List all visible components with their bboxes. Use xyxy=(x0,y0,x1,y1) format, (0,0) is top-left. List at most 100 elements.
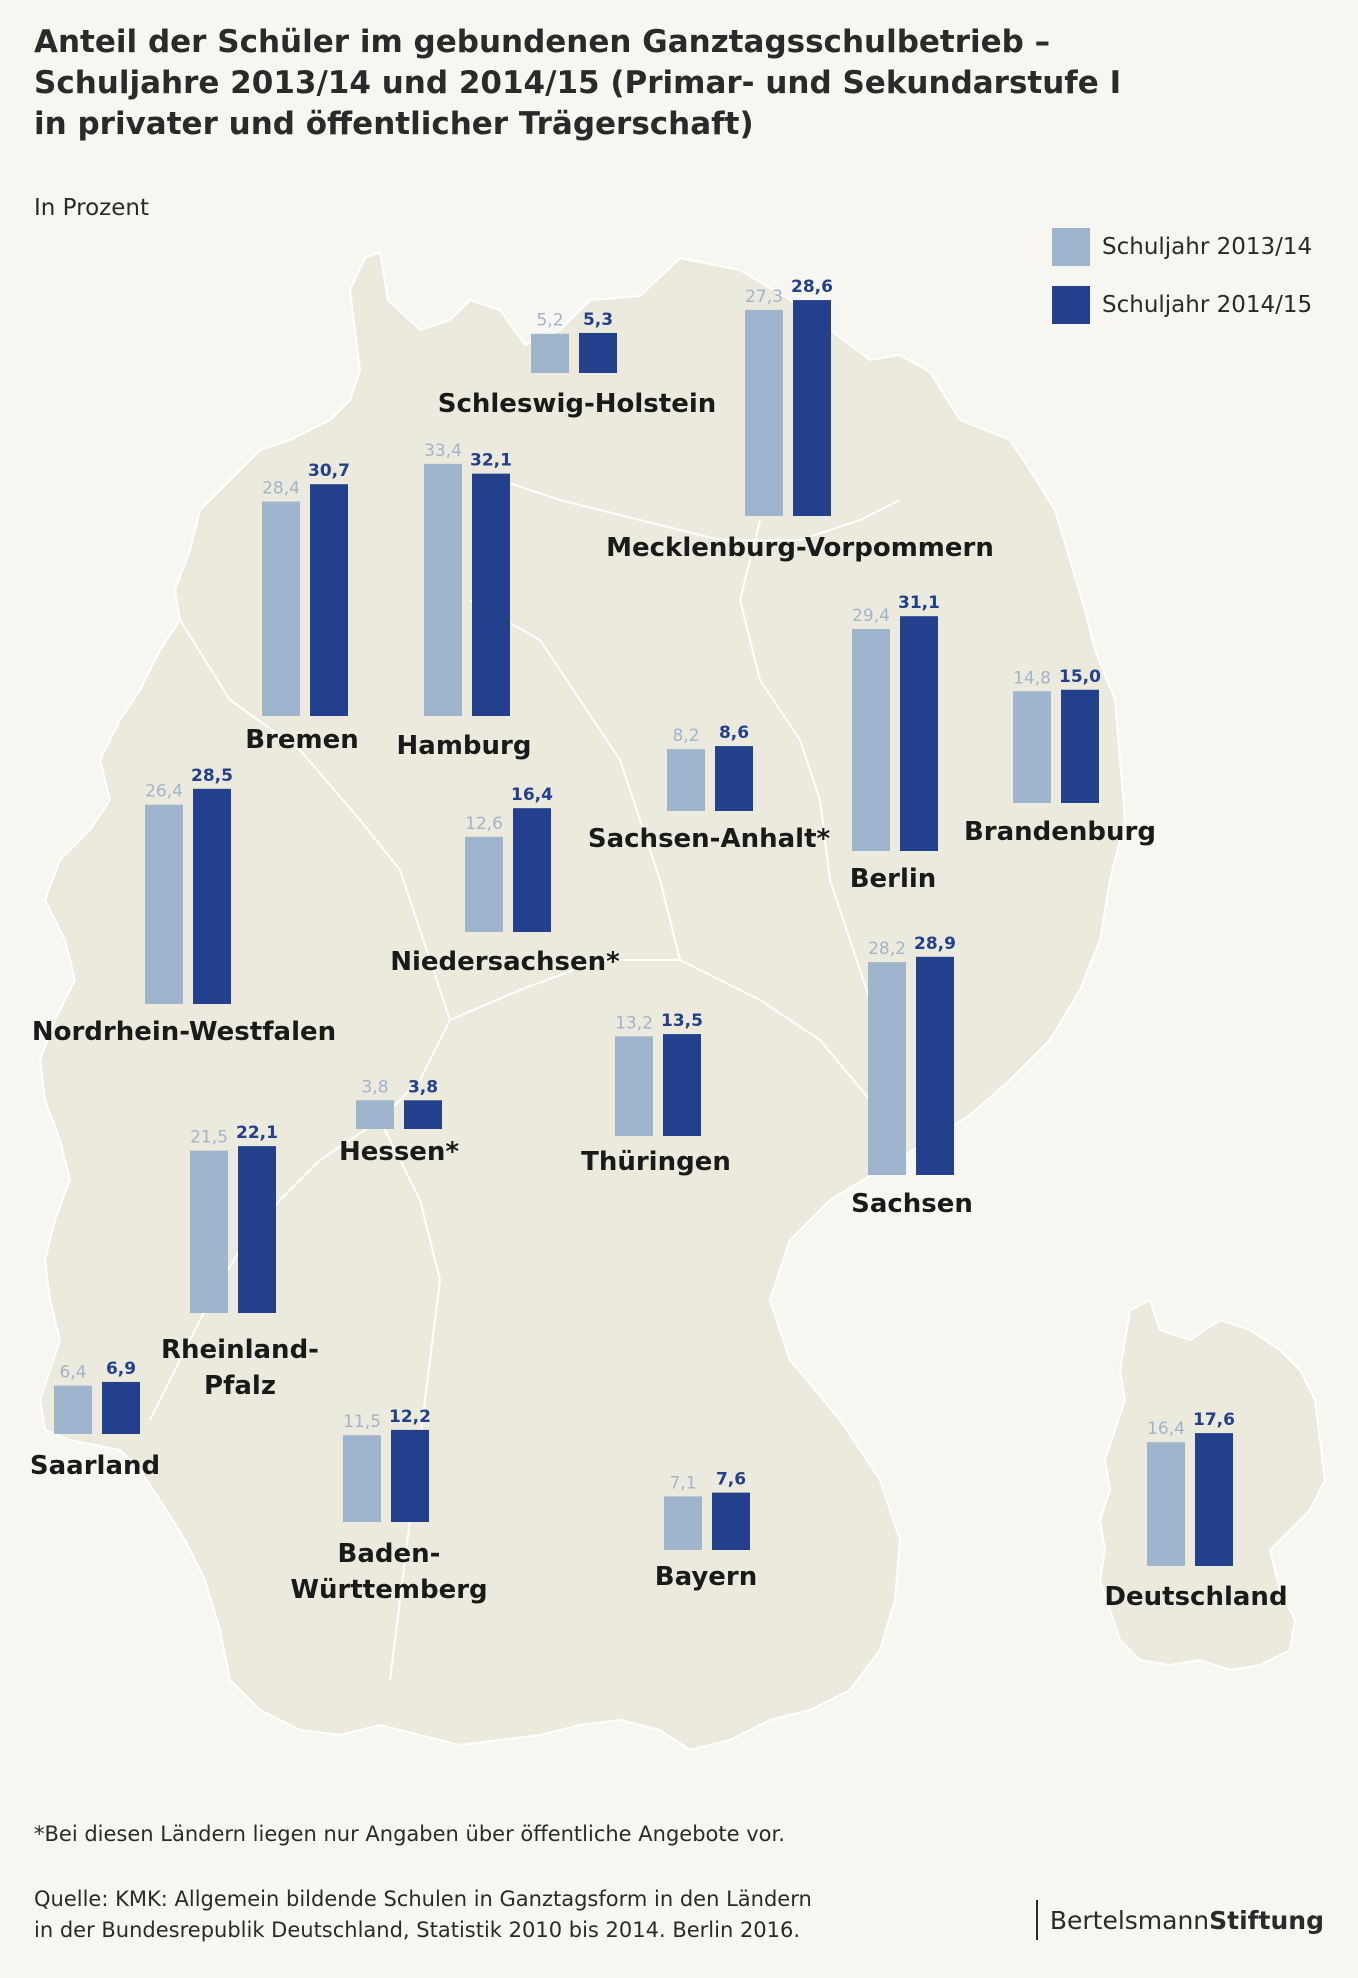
value-label-sachsen-2013: 28,2 xyxy=(868,939,906,959)
region-label-berlin: Berlin xyxy=(850,864,937,894)
value-label-thueringen-2013: 13,2 xyxy=(615,1013,653,1033)
bar-group-baden-wuerttemberg: 11,5 12,2 Baden- Württemberg xyxy=(290,1407,487,1605)
bar-group-sachsen: 28,2 28,9 Sachsen xyxy=(851,934,973,1219)
bar-hamburg-2013 xyxy=(424,463,462,716)
state-border-nord xyxy=(499,479,901,541)
value-label-bayern-2013: 7,1 xyxy=(669,1473,696,1493)
bar-mecklenburg-vorpommern-2014 xyxy=(793,300,831,516)
legend-label-2014: Schuljahr 2014/15 xyxy=(1102,292,1313,318)
title-line-2: Schuljahre 2013/14 und 2014/15 (Primar- … xyxy=(34,65,1122,101)
bar-nordrhein-westfalen-2014 xyxy=(193,788,231,1004)
bar-deutschland-2014 xyxy=(1195,1433,1233,1566)
title-line-3: in privater und öffentlicher Trägerschaf… xyxy=(34,106,754,142)
source-line-2: in der Bundesrepublik Deutschland, Stati… xyxy=(34,1918,801,1942)
value-label-thueringen-2014: 13,5 xyxy=(661,1011,703,1031)
bar-nordrhein-westfalen-2013 xyxy=(145,804,183,1004)
bar-group-hamburg: 33,4 32,1 Hamburg xyxy=(397,441,532,761)
bar-schleswig-holstein-2014 xyxy=(579,332,617,373)
bar-group-berlin: 29,4 31,1 Berlin xyxy=(850,593,940,894)
bar-sachsen-2014 xyxy=(916,956,954,1175)
bar-group-bayern: 7,1 7,6 Bayern xyxy=(655,1470,757,1592)
region-label-baden-wuerttemberg-line-1: Baden- xyxy=(338,1539,441,1569)
source-note: Quelle: KMK: Allgemein bildende Schulen … xyxy=(34,1884,812,1946)
value-label-hamburg-2014: 32,1 xyxy=(470,451,512,471)
region-label-sachsen: Sachsen xyxy=(851,1189,973,1219)
value-label-schleswig-holstein-2014: 5,3 xyxy=(583,310,613,330)
bar-berlin-2013 xyxy=(852,629,890,851)
value-label-bayern-2014: 7,6 xyxy=(716,1470,746,1490)
bar-sachsen-anhalt-2014 xyxy=(715,746,753,811)
value-label-sachsen-2014: 28,9 xyxy=(914,934,956,954)
footnote: *Bei diesen Ländern liegen nur Angaben ü… xyxy=(34,1822,785,1846)
bar-hamburg-2014 xyxy=(472,473,510,716)
region-label-deutschland: Deutschland xyxy=(1104,1582,1287,1612)
bar-baden-wuerttemberg-2013 xyxy=(343,1435,381,1522)
region-label-bremen: Bremen xyxy=(245,725,359,755)
bar-sachsen-anhalt-2013 xyxy=(667,749,705,811)
value-label-schleswig-holstein-2013: 5,2 xyxy=(536,311,563,331)
bar-hessen-2014 xyxy=(404,1100,442,1129)
bar-group-niedersachsen: 12,6 16,4 Niedersachsen* xyxy=(390,785,620,977)
value-label-berlin-2013: 29,4 xyxy=(852,606,890,626)
value-label-bremen-2013: 28,4 xyxy=(262,479,300,499)
region-label-brandenburg: Brandenburg xyxy=(964,817,1156,847)
title-line-1: Anteil der Schüler im gebundenen Ganztag… xyxy=(34,24,1051,60)
brand-logo-part2: Stiftung xyxy=(1209,1905,1324,1935)
bar-niedersachsen-2014 xyxy=(513,808,551,932)
region-label-baden-wuerttemberg-line-2: Württemberg xyxy=(290,1575,487,1605)
bar-group-thueringen: 13,2 13,5 Thüringen xyxy=(581,1011,731,1177)
value-label-hamburg-2013: 33,4 xyxy=(424,441,462,461)
value-label-rheinland-pfalz-2013: 21,5 xyxy=(190,1128,228,1148)
region-label-saarland: Saarland xyxy=(30,1451,160,1481)
region-label-sachsen-anhalt: Sachsen-Anhalt* xyxy=(588,824,831,854)
bar-rheinland-pfalz-2013 xyxy=(190,1150,228,1313)
brand-logo-part1: Bertelsmann xyxy=(1049,1905,1210,1935)
bar-baden-wuerttemberg-2014 xyxy=(391,1429,429,1522)
value-label-mecklenburg-vorpommern-2013: 27,3 xyxy=(745,287,783,307)
bar-saarland-2014 xyxy=(102,1381,140,1434)
bar-bremen-2013 xyxy=(262,501,300,716)
state-border-ost xyxy=(738,519,871,1001)
value-label-sachsen-anhalt-2014: 8,6 xyxy=(719,723,749,743)
value-label-nordrhein-westfalen-2013: 26,4 xyxy=(145,782,183,802)
bar-thueringen-2014 xyxy=(663,1034,701,1136)
bar-group-brandenburg: 14,8 15,0 Brandenburg xyxy=(964,667,1156,847)
value-label-niedersachsen-2013: 12,6 xyxy=(465,814,503,834)
bar-group-bremen: 28,4 30,7 Bremen xyxy=(245,461,359,755)
value-label-baden-wuerttemberg-2013: 11,5 xyxy=(343,1412,381,1432)
bar-bremen-2014 xyxy=(310,484,348,716)
bar-group-mecklenburg-vorpommern: 27,3 28,6 Mecklenburg-Vorpommern xyxy=(606,277,994,563)
bar-bayern-2013 xyxy=(664,1496,702,1550)
value-label-mecklenburg-vorpommern-2014: 28,6 xyxy=(791,277,833,297)
region-label-niedersachsen: Niedersachsen* xyxy=(390,947,620,977)
bar-group-nordrhein-westfalen: 26,4 28,5 Nordrhein-Westfalen xyxy=(32,766,336,1047)
region-label-thueringen: Thüringen xyxy=(581,1147,731,1177)
legend-label-2013: Schuljahr 2013/14 xyxy=(1102,234,1313,260)
legend-item-2013: Schuljahr 2013/14 xyxy=(1052,226,1312,268)
value-label-rheinland-pfalz-2014: 22,1 xyxy=(236,1123,278,1143)
value-label-nordrhein-westfalen-2014: 28,5 xyxy=(191,766,233,786)
bar-saarland-2013 xyxy=(54,1385,92,1434)
bar-rheinland-pfalz-2014 xyxy=(238,1146,276,1313)
region-label-schleswig-holstein: Schleswig-Holstein xyxy=(438,389,717,419)
bar-schleswig-holstein-2013 xyxy=(531,333,569,373)
value-label-hessen-2014: 3,8 xyxy=(408,1077,438,1097)
value-label-saarland-2013: 6,4 xyxy=(59,1363,86,1383)
bar-thueringen-2013 xyxy=(615,1036,653,1136)
value-label-sachsen-anhalt-2013: 8,2 xyxy=(672,726,699,746)
unit-label: In Prozent xyxy=(34,195,149,221)
legend-swatch-2014 xyxy=(1052,286,1090,324)
bar-bayern-2014 xyxy=(712,1492,750,1550)
bar-sachsen-2013 xyxy=(868,962,906,1175)
value-label-saarland-2014: 6,9 xyxy=(106,1359,136,1379)
value-label-niedersachsen-2014: 16,4 xyxy=(511,785,553,805)
bar-niedersachsen-2013 xyxy=(465,836,503,932)
legend: Schuljahr 2013/14 Schuljahr 2014/15 xyxy=(1052,226,1312,342)
value-label-brandenburg-2013: 14,8 xyxy=(1013,668,1051,688)
brand-logo: Bertelsmann Stiftung xyxy=(1035,1900,1324,1940)
legend-swatch-2013 xyxy=(1052,228,1090,266)
bar-berlin-2014 xyxy=(900,616,938,851)
state-border-sued xyxy=(379,1119,442,1681)
state-border-mitte-west xyxy=(469,599,681,961)
